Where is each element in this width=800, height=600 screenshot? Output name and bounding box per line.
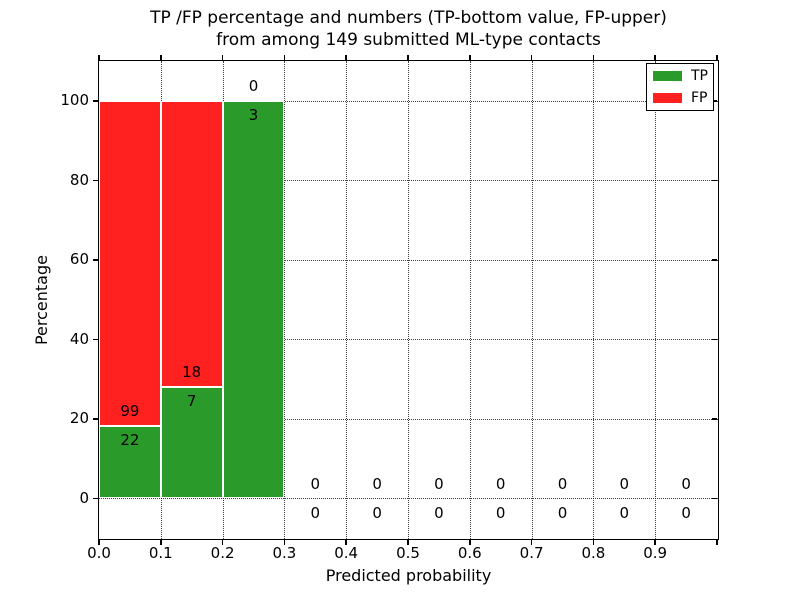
legend-label-tp: TP: [691, 68, 708, 84]
x-tick-top: [160, 54, 162, 60]
tp-count-label: 22: [120, 431, 140, 450]
tp-count-label: 0: [557, 503, 568, 522]
x-gridline: [284, 61, 286, 539]
x-tick-label: 0.5: [396, 544, 420, 562]
x-tick-label: 0.4: [334, 544, 359, 562]
fp-count-label: 0: [310, 474, 321, 493]
x-tick-bottom: [221, 540, 224, 545]
y-axis-label: Percentage: [32, 255, 51, 346]
x-tick-label: 0.2: [210, 544, 235, 562]
x-tick-top: [407, 54, 409, 60]
x-tick-label: 0.9: [643, 544, 668, 562]
y-tick-left: [92, 179, 98, 181]
x-gridline: [408, 61, 409, 539]
x-tick-top: [654, 54, 656, 60]
x-tick-bottom: [716, 540, 718, 545]
x-tick-top: [592, 54, 595, 60]
x-gridline: [593, 61, 595, 539]
chart-title-line1: TP /FP percentage and numbers (TP-bottom…: [150, 8, 667, 28]
legend: TP FP: [646, 63, 714, 111]
x-gridline: [655, 61, 657, 539]
tp-count-label: 0: [619, 503, 630, 522]
x-tick-top: [469, 54, 471, 60]
fp-count-label: 0: [434, 474, 444, 493]
x-gridline: [531, 61, 533, 539]
chart-title: TP /FP percentage and numbers (TP-bottom…: [98, 7, 719, 51]
x-tick-top: [221, 54, 224, 60]
y-tick-right: [712, 338, 717, 340]
x-tick-top: [530, 54, 533, 60]
fp-count-label: 0: [557, 474, 568, 493]
y-tick-label: 40: [69, 329, 89, 348]
legend-item-tp: TP: [653, 67, 708, 85]
x-tick-bottom: [283, 540, 286, 545]
x-tick-bottom: [345, 540, 347, 545]
y-tick-right: [712, 179, 717, 181]
x-tick-bottom: [530, 540, 533, 545]
x-tick-bottom: [160, 540, 162, 545]
tp-count-label: 0: [372, 503, 382, 522]
fp-count-label: 0: [681, 474, 691, 493]
y-tick-right: [712, 418, 717, 420]
bar-segment-tp: [222, 100, 285, 499]
y-tick-right: [712, 497, 717, 499]
tp-count-label: 0: [495, 503, 506, 522]
x-tick-label: 0.6: [457, 544, 482, 562]
y-tick-left: [92, 338, 98, 340]
tp-legend-swatch: [653, 71, 682, 81]
tp-count-label: 0: [681, 503, 691, 522]
x-tick-bottom: [98, 540, 100, 545]
y-tick-left: [92, 497, 98, 499]
x-tick-label: 0.1: [148, 544, 173, 562]
fp-count-label: 18: [182, 363, 202, 382]
chart-title-line2: from among 149 submitted ML-type contact…: [216, 30, 601, 50]
plot-area: 99 22 18 7 0 3 0 0 0 0 0 0 0 0 0 0 0 0 0 0 0.0 0.1 0.2 0.3 0.4 0.…: [60, 54, 719, 562]
x-tick-bottom: [654, 540, 656, 545]
x-tick-bottom: [592, 540, 595, 545]
fp-legend-swatch: [653, 93, 682, 103]
x-tick-bottom: [469, 540, 471, 545]
y-tick-right: [712, 259, 717, 261]
fp-count-label: 99: [120, 402, 140, 421]
tp-count-label: 7: [186, 392, 197, 411]
x-tick-label: 0.7: [519, 544, 544, 562]
x-tick-top: [345, 54, 347, 60]
x-tick-label: 0.3: [272, 544, 297, 562]
bar-segment-tp: [160, 386, 223, 499]
y-tick-label: 100: [60, 91, 89, 110]
y-tick-left: [92, 418, 98, 420]
y-tick-left: [92, 100, 98, 102]
legend-label-fp: FP: [691, 90, 708, 106]
bar-segment-tp: [99, 425, 161, 499]
x-tick-label: 0.8: [581, 544, 606, 562]
x-tick-top: [283, 54, 286, 60]
fp-count-label: 0: [248, 77, 259, 96]
bar-segment-fp: [160, 100, 223, 387]
y-tick-right: [712, 100, 717, 102]
y-tick-label: 0: [79, 488, 89, 507]
x-gridline: [469, 61, 471, 539]
x-tick-top: [98, 54, 100, 60]
bar-segment-fp: [99, 100, 161, 426]
tp-count-label: 0: [310, 503, 321, 522]
x-gridline: [346, 61, 348, 539]
x-tick-top: [716, 54, 718, 60]
tp-count-label: 3: [248, 106, 259, 125]
y-tick-label: 20: [69, 409, 89, 428]
y-tick-label: 60: [69, 250, 89, 269]
x-tick-bottom: [407, 540, 409, 545]
y-tick-left: [92, 259, 98, 261]
legend-item-fp: FP: [653, 89, 708, 107]
x-tick-label: 0.0: [87, 544, 111, 562]
fp-count-label: 0: [495, 474, 506, 493]
y-tick-label: 80: [69, 170, 89, 189]
fp-count-label: 0: [619, 474, 630, 493]
fp-count-label: 0: [372, 474, 382, 493]
x-axis-label: Predicted probability: [325, 566, 492, 585]
tp-count-label: 0: [434, 503, 444, 522]
